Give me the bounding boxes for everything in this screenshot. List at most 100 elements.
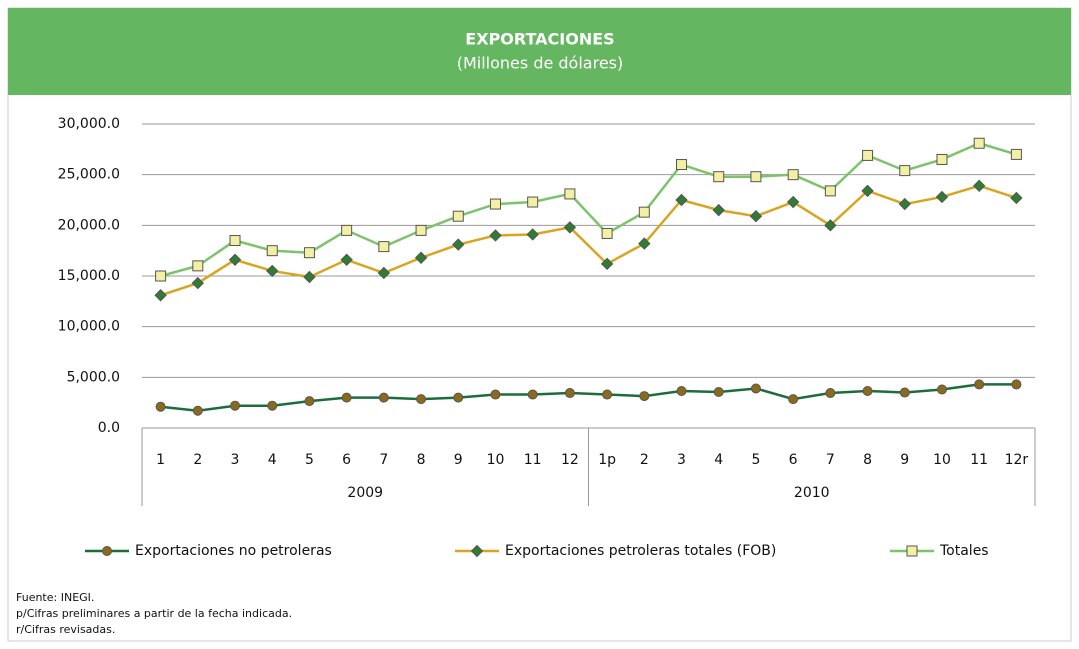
- data-point: [788, 394, 799, 405]
- data-point: [341, 224, 353, 236]
- series-line: [160, 141, 1017, 278]
- data-point: [601, 227, 613, 239]
- legend-marker: [102, 546, 112, 556]
- y-tick-label: 30,000.0: [58, 116, 120, 132]
- data-point: [936, 153, 948, 165]
- data-point: [899, 387, 910, 398]
- data-point: [304, 396, 315, 407]
- data-point: [1010, 191, 1023, 205]
- data-point: [638, 206, 650, 218]
- x-tick-label: 2: [193, 452, 202, 468]
- data-point: [676, 386, 687, 397]
- x-tick-label: 6: [342, 452, 351, 468]
- series-line: [160, 184, 1017, 297]
- footnote: r/Cifras revisadas.: [16, 623, 115, 636]
- legend-label: Totales: [939, 543, 989, 559]
- data-point: [898, 197, 911, 211]
- y-tick-label: 10,000.0: [58, 319, 120, 335]
- data-point: [787, 169, 799, 181]
- y-tick-label: 25,000.0: [58, 167, 120, 183]
- data-point: [527, 196, 539, 208]
- data-point: [489, 198, 501, 210]
- data-point: [453, 392, 464, 403]
- x-tick-label: 3: [231, 452, 240, 468]
- data-point: [786, 195, 800, 209]
- data-point: [974, 379, 985, 390]
- data-point: [452, 210, 464, 222]
- footnote: p/Cifras preliminares a partir de la fec…: [16, 607, 292, 620]
- data-point: [564, 388, 575, 399]
- x-tick-label: 10: [933, 452, 951, 468]
- legend-marker: [906, 545, 918, 557]
- data-point: [266, 245, 278, 257]
- data-point: [712, 203, 725, 217]
- data-point: [192, 405, 203, 416]
- data-point: [490, 389, 501, 400]
- data-point: [750, 383, 761, 394]
- group-label: 2010: [794, 485, 830, 501]
- data-point: [972, 179, 986, 193]
- data-point: [154, 289, 167, 302]
- x-tick-label: 6: [789, 452, 798, 468]
- data-point: [341, 392, 352, 403]
- x-tick-label: 5: [751, 452, 760, 468]
- x-tick-label: 11: [970, 452, 988, 468]
- data-point: [824, 185, 836, 197]
- data-point: [676, 159, 688, 171]
- x-tick-label: 11: [524, 452, 542, 468]
- data-point: [452, 238, 465, 251]
- x-tick-label: 1p: [598, 452, 616, 468]
- data-point: [340, 253, 353, 266]
- chart-title: EXPORTACIONES: [465, 30, 614, 49]
- x-tick-label: 12r: [1005, 452, 1029, 468]
- header: [8, 8, 1071, 95]
- legend-label: Exportaciones petroleras totales (FOB): [505, 543, 776, 559]
- data-point: [750, 171, 762, 183]
- data-point: [526, 228, 539, 241]
- data-point: [416, 394, 427, 405]
- y-tick-label: 15,000.0: [58, 268, 120, 284]
- data-point: [266, 264, 279, 278]
- data-point: [303, 247, 315, 259]
- data-point: [155, 270, 167, 282]
- data-point: [414, 251, 428, 264]
- x-tick-label: 4: [714, 452, 723, 468]
- data-point: [825, 388, 836, 399]
- data-point: [377, 266, 391, 280]
- data-point: [267, 400, 278, 411]
- data-point: [415, 224, 427, 236]
- data-point: [824, 219, 837, 232]
- x-tick-label: 1: [156, 452, 165, 468]
- y-tick-label: 0.0: [98, 420, 120, 436]
- group-label: 2009: [347, 485, 383, 501]
- x-tick-label: 10: [487, 452, 505, 468]
- x-tick-label: 7: [379, 452, 388, 468]
- x-tick-label: 4: [268, 452, 277, 468]
- data-point: [602, 389, 613, 400]
- data-point: [155, 401, 166, 412]
- data-point: [862, 149, 874, 161]
- data-point: [489, 229, 502, 242]
- x-tick-label: 8: [863, 452, 872, 468]
- data-point: [600, 257, 614, 271]
- x-tick-label: 5: [305, 452, 314, 468]
- data-point: [378, 241, 390, 253]
- series-line: [160, 383, 1017, 413]
- data-point: [563, 221, 577, 234]
- data-point: [527, 389, 538, 400]
- x-tick-label: 2: [640, 452, 649, 468]
- data-point: [899, 165, 911, 177]
- x-tick-label: 3: [677, 452, 686, 468]
- footnote: Fuente: INEGI.: [16, 591, 94, 604]
- data-point: [713, 171, 725, 183]
- y-tick-label: 5,000.0: [67, 369, 120, 385]
- legend-label: Exportaciones no petroleras: [135, 543, 332, 559]
- data-point: [713, 387, 724, 398]
- data-point: [973, 137, 985, 149]
- data-point: [935, 190, 949, 204]
- data-point: [675, 193, 688, 207]
- data-point: [192, 260, 204, 272]
- data-point: [229, 235, 241, 247]
- data-point: [564, 188, 576, 200]
